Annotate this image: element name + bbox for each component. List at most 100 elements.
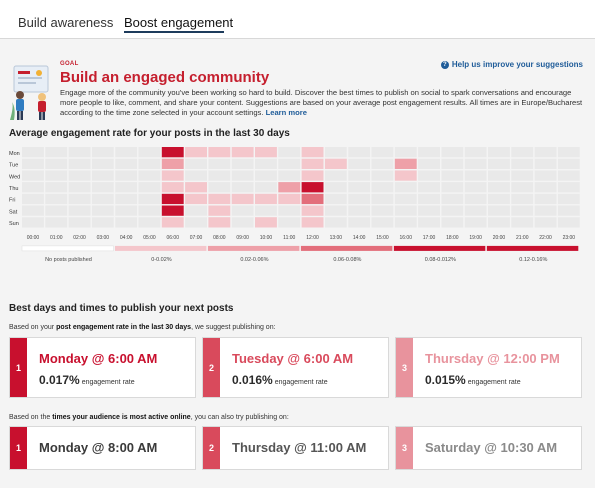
heatmap-cell[interactable]	[68, 217, 91, 228]
heatmap-cell[interactable]	[22, 147, 44, 158]
heatmap-cell[interactable]	[441, 170, 464, 181]
heatmap-cell[interactable]	[464, 170, 487, 181]
heatmap-cell[interactable]	[255, 193, 277, 205]
heatmap-cell[interactable]	[371, 205, 394, 216]
heatmap-cell[interactable]	[231, 205, 254, 216]
heatmap-cell[interactable]	[161, 147, 184, 158]
heatmap-cell[interactable]	[418, 182, 440, 193]
heatmap-cell[interactable]	[255, 205, 277, 216]
heatmap-cell[interactable]	[255, 170, 277, 181]
heatmap-cell[interactable]	[231, 158, 254, 169]
heatmap-cell[interactable]	[557, 217, 580, 228]
heatmap-cell[interactable]	[534, 170, 557, 181]
heatmap-cell[interactable]	[394, 170, 417, 181]
heatmap-cell[interactable]	[208, 158, 231, 169]
heatmap-cell[interactable]	[231, 193, 254, 205]
heatmap-cell[interactable]	[464, 205, 487, 216]
heatmap-cell[interactable]	[534, 158, 557, 169]
heatmap-cell[interactable]	[534, 205, 557, 216]
heatmap-cell[interactable]	[231, 147, 254, 158]
engagement-suggestion-card-3[interactable]: 3 Thursday @ 12:00 PM 0.015% engagement rat…	[395, 337, 582, 398]
heatmap-cell[interactable]	[185, 170, 207, 181]
heatmap-cell[interactable]	[557, 182, 580, 193]
heatmap-cell[interactable]	[464, 158, 487, 169]
heatmap-cell[interactable]	[231, 217, 254, 228]
heatmap-cell[interactable]	[301, 205, 324, 216]
heatmap-cell[interactable]	[185, 182, 207, 193]
heatmap-cell[interactable]	[115, 170, 138, 181]
heatmap-cell[interactable]	[91, 205, 114, 216]
heatmap-cell[interactable]	[138, 170, 161, 181]
heatmap-cell[interactable]	[441, 205, 464, 216]
heatmap-cell[interactable]	[68, 193, 91, 205]
heatmap-cell[interactable]	[161, 205, 184, 216]
heatmap-cell[interactable]	[208, 193, 231, 205]
heatmap-cell[interactable]	[394, 217, 417, 228]
heatmap-cell[interactable]	[115, 193, 138, 205]
heatmap-cell[interactable]	[138, 205, 161, 216]
audience-suggestion-card-3[interactable]: 3 Saturday @ 10:30 AM	[395, 426, 582, 470]
heatmap-cell[interactable]	[161, 217, 184, 228]
heatmap-cell[interactable]	[115, 147, 138, 158]
heatmap-cell[interactable]	[534, 217, 557, 228]
heatmap-cell[interactable]	[371, 147, 394, 158]
heatmap-cell[interactable]	[441, 147, 464, 158]
heatmap-cell[interactable]	[371, 182, 394, 193]
heatmap-cell[interactable]	[441, 182, 464, 193]
heatmap-cell[interactable]	[348, 182, 371, 193]
heatmap-cell[interactable]	[91, 170, 114, 181]
heatmap-cell[interactable]	[45, 193, 68, 205]
heatmap-cell[interactable]	[324, 158, 347, 169]
heatmap-cell[interactable]	[22, 205, 44, 216]
heatmap-cell[interactable]	[278, 158, 301, 169]
heatmap-cell[interactable]	[278, 147, 301, 158]
heatmap-cell[interactable]	[255, 182, 277, 193]
heatmap-cell[interactable]	[208, 182, 231, 193]
heatmap-cell[interactable]	[185, 217, 207, 228]
heatmap-cell[interactable]	[394, 147, 417, 158]
heatmap-cell[interactable]	[301, 217, 324, 228]
heatmap-cell[interactable]	[115, 205, 138, 216]
heatmap-cell[interactable]	[91, 158, 114, 169]
heatmap-cell[interactable]	[488, 217, 510, 228]
heatmap-cell[interactable]	[68, 147, 91, 158]
heatmap-cell[interactable]	[464, 147, 487, 158]
heatmap-cell[interactable]	[115, 217, 138, 228]
heatmap-cell[interactable]	[488, 193, 510, 205]
heatmap-cell[interactable]	[348, 158, 371, 169]
engagement-suggestion-card-1[interactable]: 1 Monday @ 6:00 AM 0.017% engagement rate	[9, 337, 196, 398]
heatmap-cell[interactable]	[441, 193, 464, 205]
heatmap-cell[interactable]	[557, 193, 580, 205]
heatmap-cell[interactable]	[418, 193, 440, 205]
heatmap-cell[interactable]	[278, 217, 301, 228]
heatmap-cell[interactable]	[511, 147, 534, 158]
heatmap-cell[interactable]	[185, 193, 207, 205]
heatmap-cell[interactable]	[534, 182, 557, 193]
heatmap-cell[interactable]	[45, 182, 68, 193]
heatmap-cell[interactable]	[371, 193, 394, 205]
heatmap-cell[interactable]	[138, 147, 161, 158]
heatmap-cell[interactable]	[91, 217, 114, 228]
heatmap-cell[interactable]	[138, 158, 161, 169]
heatmap-cell[interactable]	[371, 170, 394, 181]
heatmap-cell[interactable]	[464, 193, 487, 205]
heatmap-cell[interactable]	[115, 182, 138, 193]
heatmap-cell[interactable]	[278, 170, 301, 181]
heatmap-cell[interactable]	[488, 147, 510, 158]
heatmap-cell[interactable]	[511, 170, 534, 181]
heatmap-cell[interactable]	[534, 193, 557, 205]
heatmap-cell[interactable]	[115, 158, 138, 169]
heatmap-cell[interactable]	[185, 158, 207, 169]
heatmap-cell[interactable]	[511, 193, 534, 205]
heatmap-cell[interactable]	[45, 205, 68, 216]
heatmap-cell[interactable]	[301, 182, 324, 193]
heatmap-cell[interactable]	[324, 217, 347, 228]
heatmap-cell[interactable]	[208, 170, 231, 181]
heatmap-cell[interactable]	[324, 170, 347, 181]
heatmap-cell[interactable]	[208, 217, 231, 228]
heatmap-cell[interactable]	[488, 205, 510, 216]
heatmap-cell[interactable]	[208, 147, 231, 158]
heatmap-cell[interactable]	[348, 205, 371, 216]
heatmap-cell[interactable]	[68, 182, 91, 193]
heatmap-cell[interactable]	[348, 147, 371, 158]
